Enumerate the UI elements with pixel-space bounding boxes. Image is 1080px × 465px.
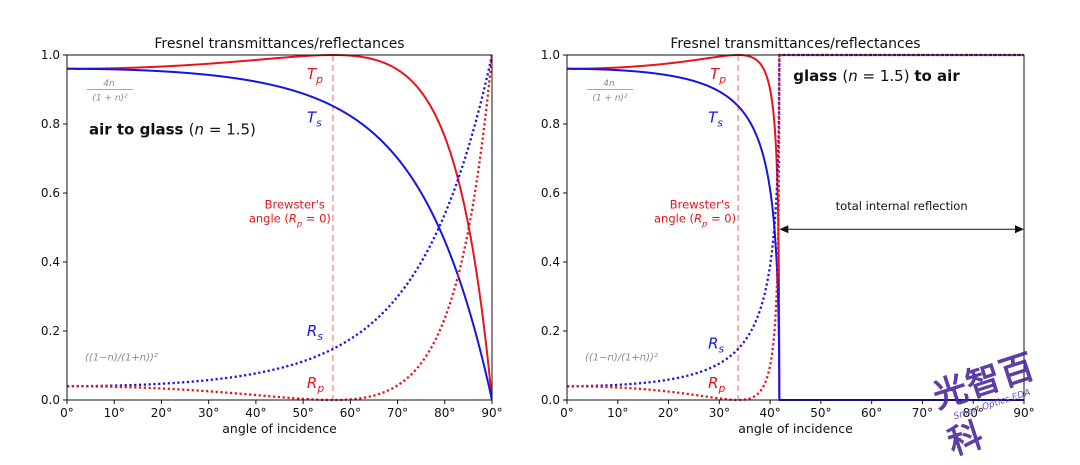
brewster-label-line2: angle (Rp = 0) — [249, 211, 331, 228]
x-tick-label: 30° — [198, 406, 219, 420]
x-tick-label: 0° — [560, 406, 574, 420]
series-ts-line — [567, 67, 1024, 401]
x-tick-label: 20° — [658, 406, 679, 420]
x-axis-label: angle of incidence — [738, 421, 853, 436]
series-tp-line — [67, 54, 492, 401]
label-rs: Rs — [307, 322, 323, 343]
series-tp-line — [567, 54, 1024, 401]
y-tick-label: 0.8 — [41, 117, 60, 131]
x-tick-label: 40° — [759, 406, 780, 420]
x-tick-label: 20° — [151, 406, 172, 420]
y-tick-label: 0.6 — [541, 186, 560, 200]
x-tick-label: 60° — [861, 406, 882, 420]
y-tick-label: 0.2 — [41, 324, 60, 338]
brewster-label-line1: Brewster's — [670, 198, 730, 212]
transmittance-formula-denominator: (1 + n)² — [592, 94, 628, 104]
series-rs-line — [567, 53, 1024, 388]
plot-frame — [566, 54, 1025, 401]
x-tick-label: 80° — [434, 406, 455, 420]
y-tick-label: 0.4 — [41, 255, 60, 269]
plot-frame — [66, 54, 493, 401]
y-tick-label: 1.0 — [541, 48, 560, 62]
panel-heading: glass (n = 1.5) to air — [793, 67, 960, 85]
x-tick-label: 50° — [810, 406, 831, 420]
chart-title: Fresnel transmittances/reflectances — [670, 36, 920, 52]
x-tick-label: 50° — [292, 406, 313, 420]
x-tick-label: 70° — [912, 406, 933, 420]
y-tick-label: 0.8 — [541, 117, 560, 131]
curves — [67, 54, 492, 402]
tir-arrow-head-right — [1015, 225, 1024, 234]
x-tick-label: 90° — [481, 406, 502, 420]
reflectance-formula: ((1−n)/(1+n))² — [585, 352, 658, 363]
y-tick-label: 0.2 — [541, 324, 560, 338]
x-tick-label: 10° — [104, 406, 125, 420]
x-tick-label: 0° — [60, 406, 74, 420]
transmittance-formula-numerator: 4n — [103, 79, 115, 89]
chart-title: Fresnel transmittances/reflectances — [154, 36, 404, 52]
series-rp-line — [567, 53, 1024, 402]
brewster-label-line2: angle (Rp = 0) — [654, 211, 736, 228]
label-rp: Rp — [708, 374, 725, 395]
label-tp: Tp — [307, 65, 323, 86]
y-tick-label: 0.4 — [541, 255, 560, 269]
tir-label: total internal reflection — [836, 199, 968, 213]
y-tick-label: 0.0 — [41, 393, 60, 407]
transmittance-formula-numerator: 4n — [603, 79, 615, 89]
reflectance-formula: ((1−n)/(1+n))² — [85, 352, 158, 363]
tir-arrow-head-left — [779, 225, 789, 234]
x-tick-label: 80° — [963, 406, 984, 420]
curves — [567, 53, 1024, 402]
y-tick-label: 1.0 — [41, 48, 60, 62]
y-tick-label: 0.6 — [41, 186, 60, 200]
x-tick-label: 90° — [1013, 406, 1034, 420]
x-axis-label: angle of incidence — [222, 421, 337, 436]
label-rp: Rp — [307, 374, 324, 395]
brewster-label-line1: Brewster's — [265, 198, 325, 212]
x-tick-label: 30° — [709, 406, 730, 420]
x-tick-label: 70° — [387, 406, 408, 420]
y-tick-label: 0.0 — [541, 393, 560, 407]
chart-panel-glass-to-air: Fresnel transmittances/reflectances 0° 10°… — [541, 36, 1035, 436]
label-rs: Rs — [708, 334, 724, 355]
transmittance-formula-denominator: (1 + n)² — [92, 94, 128, 104]
label-ts: Ts — [307, 108, 322, 129]
label-tp: Tp — [710, 65, 726, 86]
series-ts-line — [67, 67, 492, 401]
label-ts: Ts — [708, 108, 723, 129]
x-tick-label: 60° — [340, 406, 361, 420]
chart-panel-air-to-glass: Fresnel transmittances/reflectances 0° 10°… — [41, 36, 503, 436]
x-tick-label: 10° — [607, 406, 628, 420]
series-rp-line — [67, 54, 492, 402]
x-tick-label: 40° — [245, 406, 266, 420]
panel-heading: air to glass (n = 1.5) — [89, 120, 256, 138]
